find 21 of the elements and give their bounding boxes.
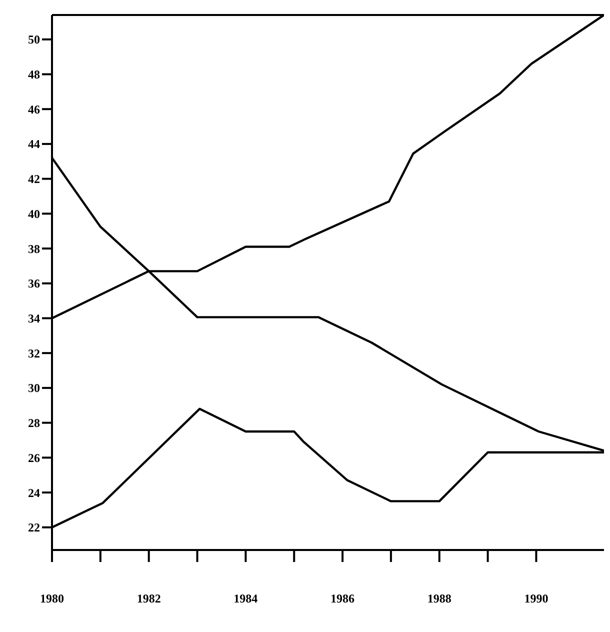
x-tick-label: 1990	[524, 592, 548, 606]
y-tick-label: 48	[28, 68, 40, 82]
y-tick-label: 44	[28, 137, 40, 152]
y-tick-label: 42	[28, 172, 40, 186]
y-tick-label: 22	[28, 520, 40, 535]
y-tick-label: 32	[28, 346, 40, 360]
x-tick-label: 1982	[136, 592, 161, 606]
y-tick-label: 38	[28, 242, 40, 256]
x-tick-label: 1988	[427, 592, 452, 606]
y-tick-label: 34	[28, 311, 40, 326]
y-tick-label: 36	[28, 276, 40, 291]
y-tick-label: 40	[28, 206, 40, 221]
x-tick-label: 1984	[234, 592, 258, 606]
y-tick-label: 28	[28, 416, 40, 430]
y-tick-label: 46	[28, 102, 40, 116]
x-tick-label: 1980	[40, 592, 64, 606]
y-tick-label: 26	[28, 450, 40, 465]
x-tick-label: 1986	[330, 592, 355, 606]
y-tick-label: 24	[28, 486, 40, 500]
y-tick-label: 50	[28, 32, 40, 47]
y-tick-label: 30	[28, 381, 40, 396]
